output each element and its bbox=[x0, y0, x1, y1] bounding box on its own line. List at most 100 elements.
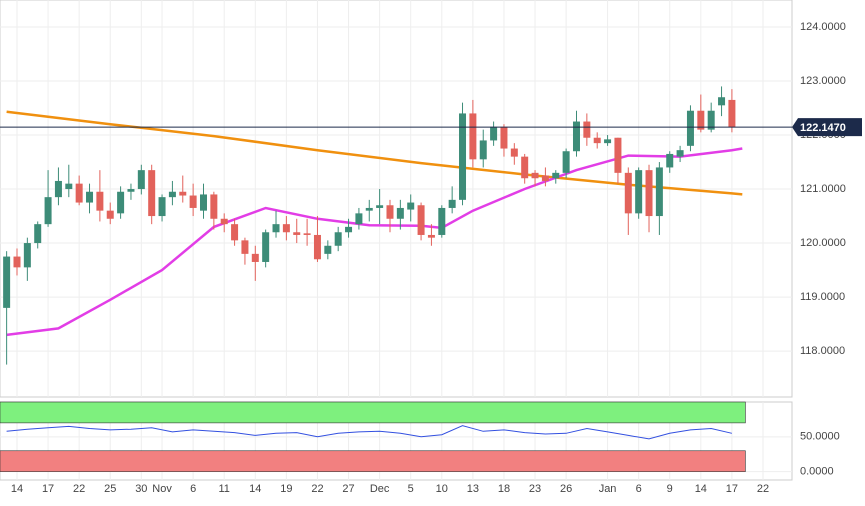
candle-body bbox=[241, 240, 249, 254]
y-tick-label: 0.0000 bbox=[800, 466, 834, 478]
candle-body bbox=[635, 170, 643, 214]
y-tick-label: 121.0000 bbox=[800, 183, 846, 195]
candle-body bbox=[179, 191, 187, 196]
candle-body bbox=[168, 191, 176, 198]
x-tick-label: Dec bbox=[370, 483, 390, 495]
last-price-tag bbox=[792, 118, 862, 137]
candle-body bbox=[407, 202, 415, 210]
candle-body bbox=[386, 205, 394, 219]
candle-body bbox=[313, 234, 321, 260]
x-tick-label: 22 bbox=[311, 483, 323, 495]
candle-body bbox=[210, 194, 218, 219]
y-tick-label: 123.0000 bbox=[800, 75, 846, 87]
candle-body bbox=[417, 205, 425, 235]
x-tick-label: 14 bbox=[695, 483, 707, 495]
candle-body bbox=[718, 97, 726, 106]
candle-body bbox=[562, 151, 570, 173]
candle-body bbox=[376, 205, 384, 208]
y-tick-label: 120.0000 bbox=[800, 237, 846, 249]
candle-body bbox=[500, 126, 508, 149]
y-tick-label: 124.0000 bbox=[800, 21, 846, 33]
candle-body bbox=[272, 224, 280, 233]
candle-body bbox=[490, 126, 498, 141]
candle-body bbox=[624, 172, 632, 214]
candle-body bbox=[127, 189, 135, 192]
candle-body bbox=[645, 170, 653, 217]
y-tick-label: 119.0000 bbox=[800, 291, 845, 303]
candle-body bbox=[65, 183, 73, 190]
x-tick-label: 19 bbox=[280, 483, 292, 495]
candle-body bbox=[541, 175, 549, 181]
x-tick-label: 6 bbox=[190, 483, 196, 495]
candle-body bbox=[117, 191, 125, 214]
x-tick-label: 10 bbox=[436, 483, 448, 495]
candle-body bbox=[396, 207, 404, 219]
x-tick-label: 22 bbox=[757, 483, 769, 495]
zone-band bbox=[0, 401, 746, 424]
x-tick-label: 23 bbox=[529, 483, 541, 495]
x-tick-label: 11 bbox=[219, 483, 230, 495]
candle-body bbox=[3, 256, 11, 308]
candle-body bbox=[44, 197, 52, 225]
candle-body bbox=[345, 226, 353, 233]
x-tick-label: 17 bbox=[42, 483, 54, 495]
candle-body bbox=[34, 224, 42, 244]
x-tick-label: 25 bbox=[104, 483, 116, 495]
candle-body bbox=[293, 232, 301, 235]
candle-body bbox=[469, 113, 477, 160]
x-tick-label: 5 bbox=[408, 483, 414, 495]
candle-body bbox=[531, 172, 539, 179]
candle-body bbox=[479, 140, 487, 160]
x-tick-label: Jan bbox=[599, 483, 617, 495]
candle-body bbox=[666, 153, 674, 168]
candle-body bbox=[324, 245, 332, 254]
candle-body bbox=[158, 197, 166, 217]
candle-body bbox=[282, 224, 290, 233]
candle-body bbox=[521, 156, 529, 179]
candle-body bbox=[262, 232, 270, 262]
candle-body bbox=[303, 233, 311, 235]
x-tick-label: 14 bbox=[249, 483, 261, 495]
candle-body bbox=[365, 207, 373, 211]
x-tick-label: 18 bbox=[498, 483, 510, 495]
candle-body bbox=[448, 199, 456, 208]
candle-body bbox=[334, 232, 342, 246]
candle-body bbox=[697, 110, 705, 130]
candle-body bbox=[189, 195, 197, 208]
x-tick-label: 30 bbox=[135, 483, 147, 495]
candle-body bbox=[583, 121, 591, 138]
zone-band bbox=[0, 450, 746, 472]
candle-body bbox=[148, 170, 156, 217]
candle-body bbox=[231, 224, 239, 241]
candle-body bbox=[676, 150, 684, 157]
candle-body bbox=[427, 234, 435, 238]
candle-body bbox=[552, 172, 560, 179]
candle-body bbox=[510, 148, 518, 157]
candle-body bbox=[438, 207, 446, 235]
candle-body bbox=[355, 213, 363, 225]
y-tick-label: 50.0000 bbox=[800, 431, 840, 443]
candle-body bbox=[137, 170, 145, 190]
last-price-label: 122.1470 bbox=[800, 122, 846, 134]
x-tick-label: 6 bbox=[636, 483, 642, 495]
candle-body bbox=[23, 243, 31, 268]
candle-body bbox=[220, 218, 228, 225]
moving-average bbox=[6, 110, 743, 196]
candle-body bbox=[251, 253, 259, 262]
candle-body bbox=[686, 110, 694, 146]
candle-body bbox=[106, 210, 114, 219]
candle-body bbox=[54, 180, 62, 198]
candle-body bbox=[728, 99, 736, 128]
candle-body bbox=[75, 183, 83, 203]
candle-body bbox=[96, 191, 104, 211]
candle-body bbox=[199, 194, 207, 211]
candle-body bbox=[593, 137, 601, 144]
x-tick-label: 22 bbox=[73, 483, 85, 495]
x-tick-label: 9 bbox=[667, 483, 673, 495]
x-tick-label: 13 bbox=[467, 483, 479, 495]
candle-body bbox=[572, 121, 580, 152]
indicator-line bbox=[6, 425, 733, 440]
candle-body bbox=[459, 113, 467, 200]
candle-body bbox=[604, 139, 612, 144]
